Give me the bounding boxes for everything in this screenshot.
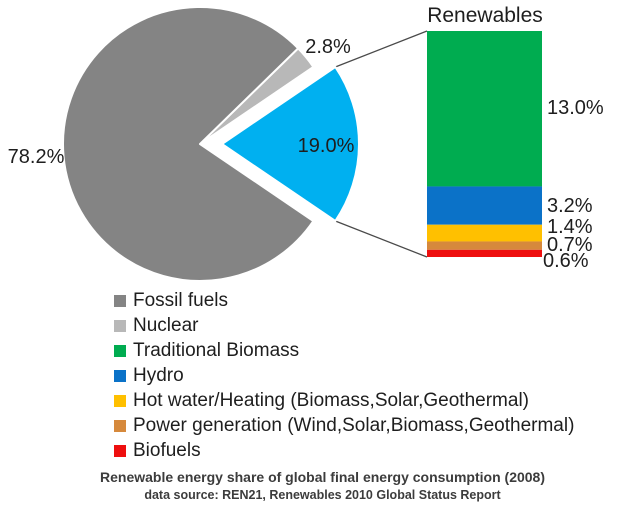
pie-label-nuclear: 2.8% <box>305 36 351 58</box>
bar-segment-biofuels <box>427 249 542 257</box>
bar-segment-hydro <box>427 186 542 225</box>
caption-source: data source: REN21, Renewables 2010 Glob… <box>144 487 501 502</box>
legend-label: Biofuels <box>133 439 201 461</box>
chart-caption: Renewable energy share of global final e… <box>22 469 623 503</box>
chart-canvas <box>62 6 542 282</box>
legend-swatch <box>114 419 126 432</box>
bar-label-hydro: 3.2% <box>547 195 593 217</box>
legend: Fossil fuels Nuclear Traditional Biomass Hy… <box>114 288 574 463</box>
legend-item-hot-water-heating-biomass-solar-geothermal: Hot water/Heating (Biomass,Solar,Geother… <box>114 388 574 413</box>
legend-label: Power generation (Wind,Solar,Biomass,Geo… <box>133 414 575 436</box>
legend-swatch <box>114 344 126 357</box>
legend-item-biofuels: Biofuels <box>114 438 574 463</box>
legend-label: Nuclear <box>133 314 199 336</box>
legend-swatch <box>114 294 126 307</box>
legend-item-hydro: Hydro <box>114 363 574 388</box>
legend-swatch <box>114 319 126 332</box>
bar-segment-power-generation-wind-solar-biomass-geothermal <box>427 241 542 250</box>
bar-label-hot-water-heating: 1.4% <box>547 216 593 238</box>
legend-label: Fossil fuels <box>133 289 229 311</box>
legend-label: Traditional Biomass <box>133 339 300 361</box>
pie-label-fossil-fuels: 78.2% <box>7 146 65 168</box>
bar-label-traditional-biomass: 13.0% <box>547 97 604 119</box>
legend-label: Hydro <box>133 364 184 386</box>
legend-label: Hot water/Heating (Biomass,Solar,Geother… <box>133 389 529 411</box>
legend-item-traditional-biomass: Traditional Biomass <box>114 338 574 363</box>
legend-swatch <box>114 394 126 407</box>
caption-title: Renewable energy share of global final e… <box>100 469 545 485</box>
legend-item-power-generation-wind-solar-biomass-geothermal: Power generation (Wind,Solar,Biomass,Geo… <box>114 413 574 438</box>
legend-item-fossil-fuels: Fossil fuels <box>114 288 574 313</box>
bar-label-biofuels: 0.6% <box>543 250 589 272</box>
bar-segment-traditional-biomass <box>427 31 542 187</box>
pie-slice-renewables <box>221 65 360 223</box>
pie-slice-fossil-fuels <box>62 6 315 282</box>
bar-segment-hot-water-heating-biomass-solar-geothermal <box>427 224 542 242</box>
legend-swatch <box>114 444 126 457</box>
pie-label-renewables: 19.0% <box>297 135 355 157</box>
bar-title: Renewables <box>427 4 543 27</box>
bar-label-power-generation: 0.7% <box>547 234 593 256</box>
connector-line-bottom <box>335 220 428 258</box>
legend-item-nuclear: Nuclear <box>114 313 574 338</box>
connector-line-top <box>335 30 428 68</box>
legend-swatch <box>114 369 126 382</box>
